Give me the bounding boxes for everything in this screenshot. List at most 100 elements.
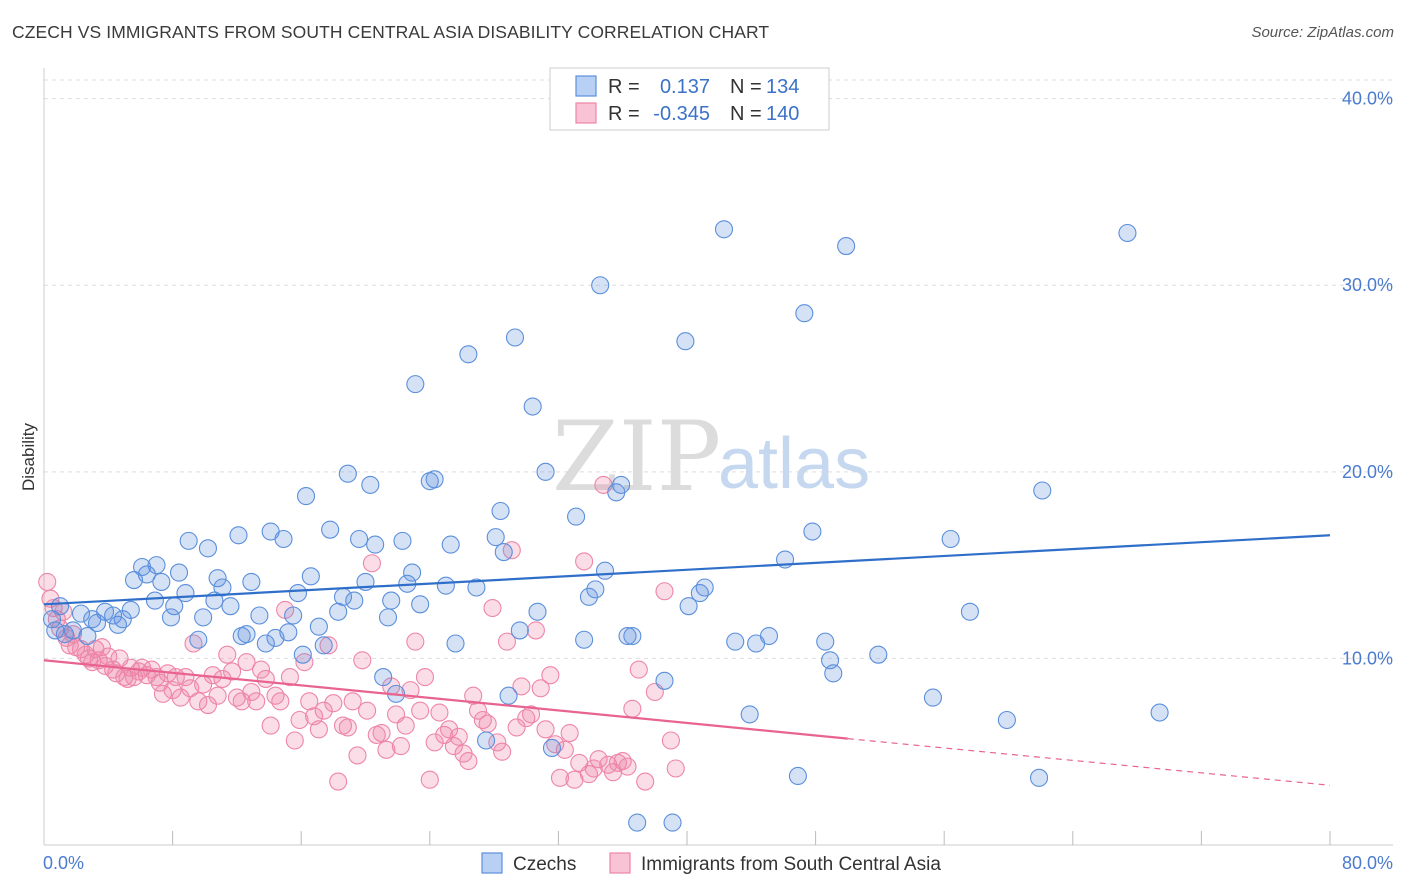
- czechs-point: [108, 615, 127, 634]
- czechs-point: [284, 606, 303, 625]
- czechs-point: [788, 766, 807, 786]
- immigrants-point: [353, 651, 372, 670]
- immigrants-point: [493, 742, 512, 761]
- immigrants-point: [589, 750, 608, 769]
- immigrants-point: [507, 718, 526, 737]
- immigrants-point: [309, 720, 328, 739]
- czechs-point: [274, 529, 293, 549]
- czechs-point: [536, 462, 555, 481]
- series-legend: Czechs Immigrants from South Central Asi…: [481, 852, 941, 875]
- czechs-point: [393, 531, 412, 550]
- czechs-point: [575, 630, 594, 649]
- czechs-point: [194, 608, 213, 627]
- immigrants-point: [38, 572, 57, 591]
- czechs-point: [628, 813, 647, 832]
- immigrants-trend-line: [43, 659, 848, 740]
- czechs-point: [486, 528, 505, 547]
- legend-r-value-czechs: 0.137: [660, 76, 710, 98]
- immigrants-point: [319, 636, 338, 655]
- czechs-point: [1150, 703, 1169, 722]
- czechs-point: [309, 617, 328, 636]
- immigrants-point: [536, 720, 555, 739]
- czechs-point: [350, 529, 369, 549]
- czechs-point: [655, 671, 674, 690]
- trend-lines: [43, 534, 1331, 786]
- watermark-zip: ZIP: [552, 401, 721, 513]
- y-tick-label: 10.0%: [1342, 648, 1393, 668]
- czechs-point: [441, 535, 460, 554]
- immigrants-point: [430, 703, 449, 722]
- czechs-point: [436, 576, 455, 595]
- correlation-legend: R = 0.137 N = 134 R = -0.345 N = 140: [549, 67, 830, 131]
- immigrants-point: [560, 723, 579, 743]
- immigrants-point: [362, 554, 381, 573]
- immigrants-point: [348, 746, 367, 765]
- immigrants-point: [531, 679, 550, 698]
- immigrants-point: [488, 733, 507, 752]
- czechs-point: [237, 625, 256, 644]
- czechs-point: [579, 587, 598, 606]
- immigrants-point: [290, 710, 309, 730]
- immigrants-point: [237, 653, 256, 672]
- legend-n-value-czechs: 134: [766, 76, 799, 98]
- czechs-point: [663, 813, 682, 832]
- immigrants-point: [541, 666, 560, 685]
- immigrants-point: [575, 552, 594, 571]
- x-tick-labels: 0.0% 80.0%: [43, 853, 1393, 873]
- immigrants-point: [189, 692, 208, 711]
- czechs-point: [459, 345, 478, 364]
- czechs-point: [152, 572, 171, 591]
- czechs-point: [293, 645, 312, 664]
- immigrants-point: [411, 701, 430, 720]
- immigrants-point: [415, 668, 435, 687]
- legend-n-label-czechs: N =: [730, 76, 762, 98]
- czechs-point: [960, 602, 979, 621]
- czechs-point: [676, 332, 695, 351]
- immigrants-point: [218, 645, 237, 664]
- watermark-atlas: atlas: [718, 424, 870, 504]
- axes: [43, 68, 1393, 846]
- czechs-point: [179, 531, 198, 550]
- immigrants-point: [661, 731, 680, 750]
- immigrants-point: [256, 669, 275, 688]
- czechs-point: [494, 543, 513, 562]
- immigrants-point: [636, 772, 655, 791]
- immigrants-point: [396, 716, 415, 735]
- immigrants-point: [343, 692, 362, 711]
- czechs-point: [1029, 768, 1049, 787]
- immigrants-point: [629, 660, 648, 679]
- immigrants-point: [579, 765, 598, 784]
- immigrants-point: [512, 677, 531, 696]
- czechs-point: [824, 664, 843, 683]
- immigrants-point: [171, 688, 190, 707]
- y-tick-label: 20.0%: [1342, 462, 1393, 482]
- immigrants-point: [483, 598, 502, 618]
- immigrants-point: [401, 681, 420, 700]
- czechs-point: [759, 626, 779, 646]
- immigrants-point: [153, 684, 173, 703]
- czechs-point: [477, 731, 496, 750]
- czechs-point: [104, 606, 123, 625]
- bottom-legend-label-czechs: Czechs: [513, 854, 576, 875]
- czechs-point: [51, 597, 70, 616]
- immigrants-point: [280, 668, 299, 687]
- czechs-point: [523, 397, 542, 416]
- czechs-point: [198, 539, 218, 558]
- immigrants-point: [623, 699, 642, 718]
- czechs-point: [121, 600, 140, 619]
- czechs-point: [618, 626, 637, 646]
- immigrants-points: [38, 475, 685, 791]
- y-axis-label: Disability: [19, 422, 38, 491]
- immigrants-point: [92, 638, 111, 657]
- bottom-legend-label-immigrants: Immigrants from South Central Asia: [641, 854, 941, 875]
- czechs-point: [623, 626, 642, 646]
- czechs-point: [78, 626, 97, 646]
- immigrants-point: [618, 757, 637, 776]
- czechs-point: [279, 623, 298, 642]
- czechs-point: [288, 584, 308, 603]
- czechs-point: [679, 597, 698, 616]
- czechs-point: [46, 621, 65, 640]
- czechs-point: [296, 487, 316, 506]
- immigrants-point: [440, 720, 459, 739]
- immigrants-point: [329, 772, 348, 791]
